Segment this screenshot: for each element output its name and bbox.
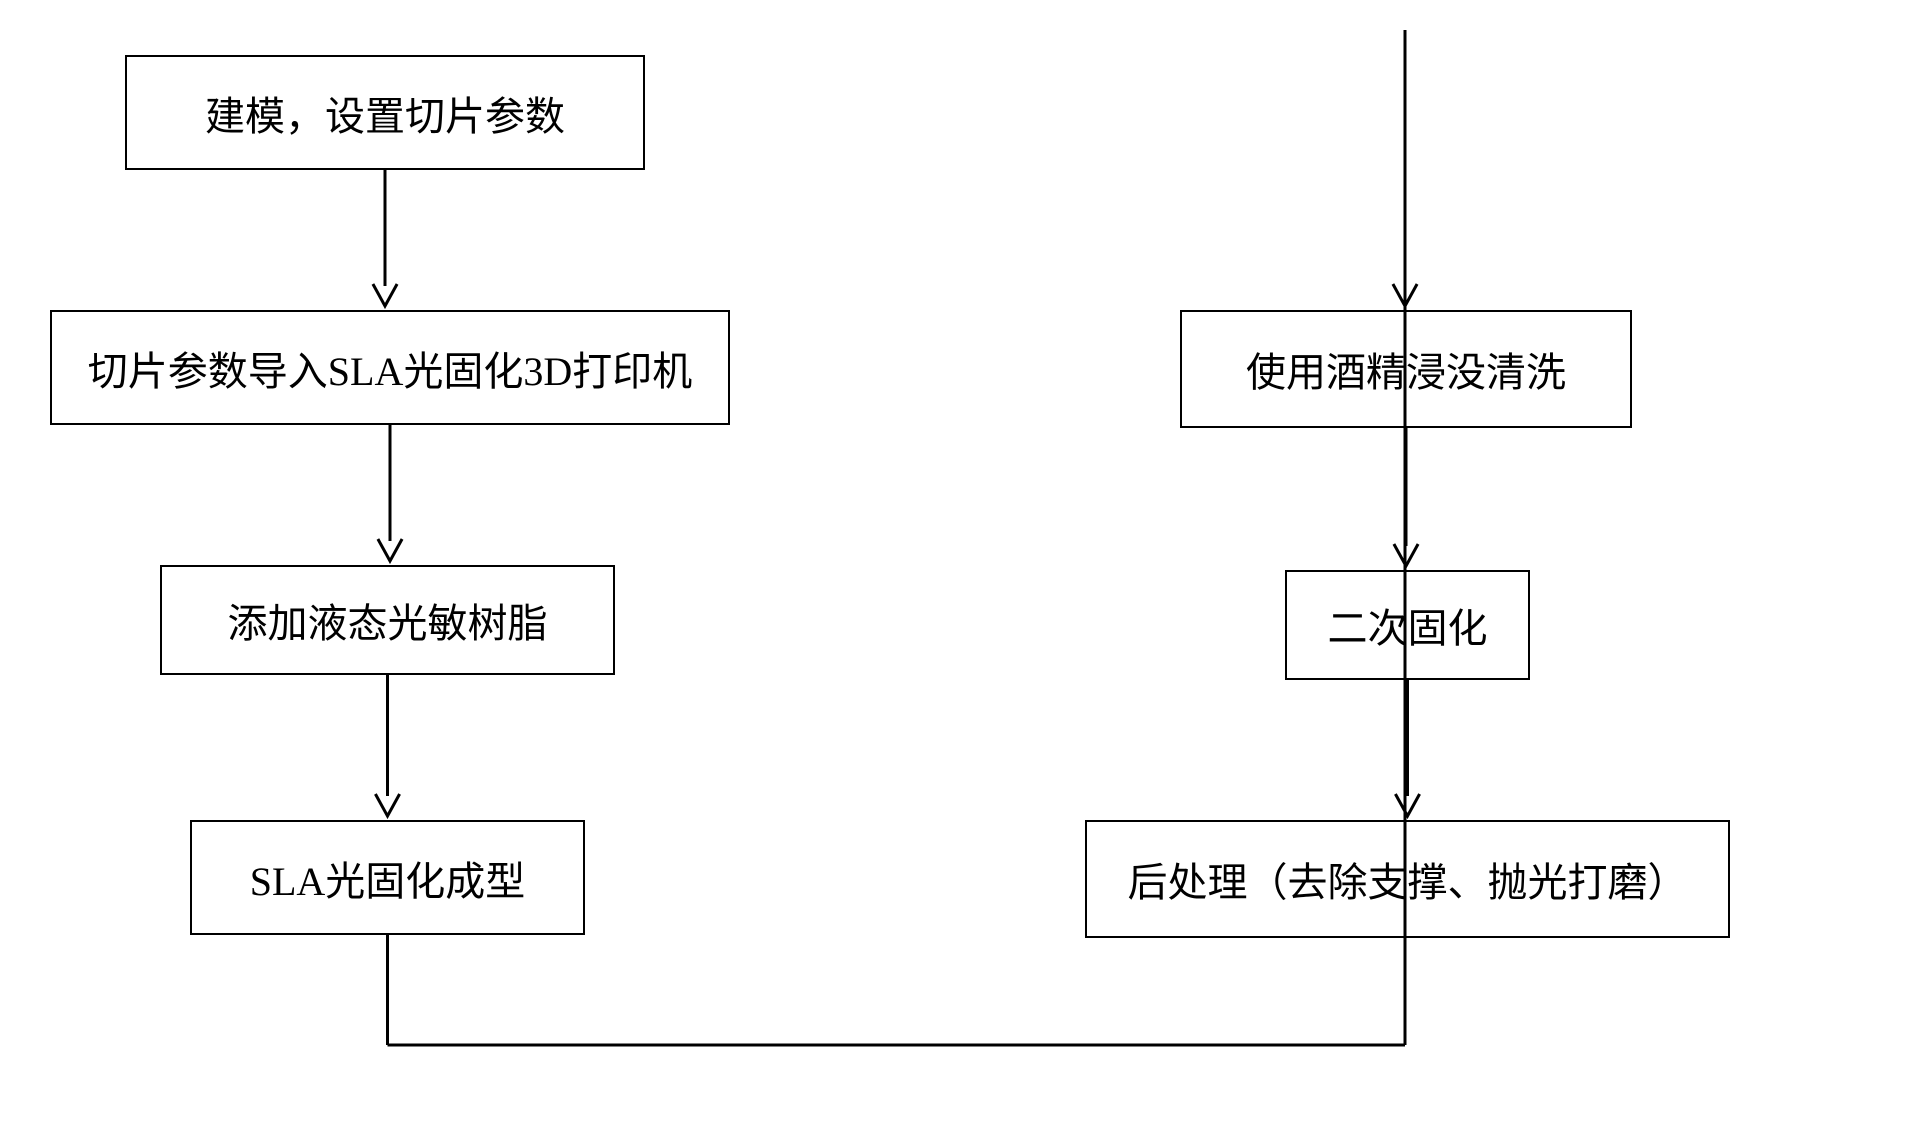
flow-node-n3: 添加液态光敏树脂 (160, 565, 615, 675)
flow-node-label: 二次固化 (1328, 596, 1488, 654)
flow-node-n4: SLA光固化成型 (190, 820, 585, 935)
flow-node-n6: 二次固化 (1285, 570, 1530, 680)
flow-node-n7: 后处理（去除支撑、抛光打磨） (1085, 820, 1730, 938)
flow-node-n1: 建模，设置切片参数 (125, 55, 645, 170)
flow-node-label: 使用酒精浸没清洗 (1246, 340, 1566, 398)
flow-node-n2: 切片参数导入SLA光固化3D打印机 (50, 310, 730, 425)
flow-node-n5: 使用酒精浸没清洗 (1180, 310, 1632, 428)
flow-node-label: 切片参数导入SLA光固化3D打印机 (88, 339, 692, 397)
flow-node-label: 建模，设置切片参数 (205, 84, 565, 142)
flow-node-label: 后处理（去除支撑、抛光打磨） (1128, 850, 1688, 908)
flow-node-label: 添加液态光敏树脂 (228, 591, 548, 649)
flow-node-label: SLA光固化成型 (250, 849, 526, 907)
